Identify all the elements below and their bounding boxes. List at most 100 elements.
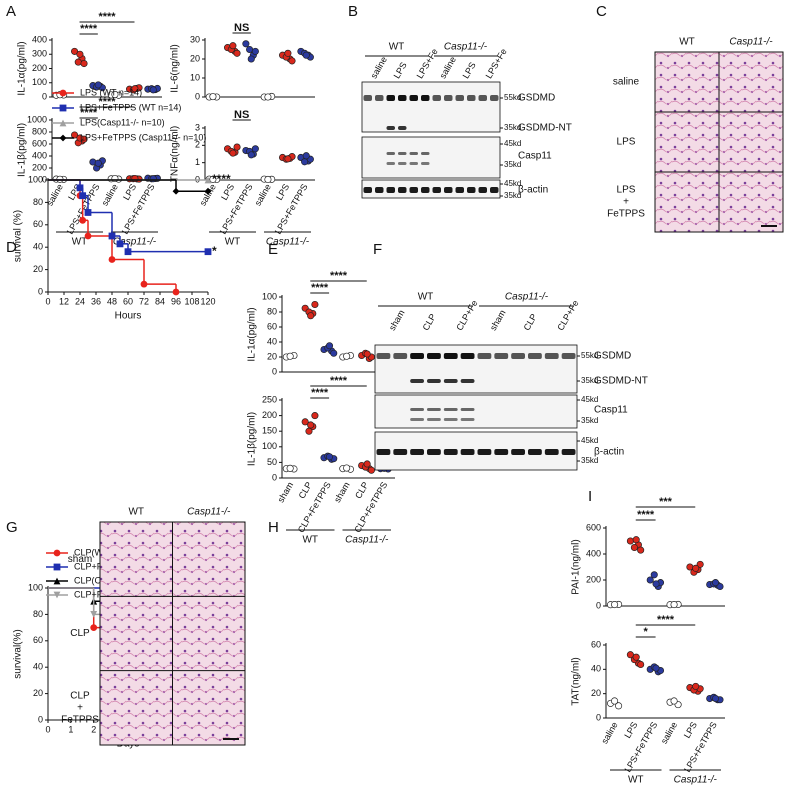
y-axis-label: PAI-1(ng/ml) [571, 539, 582, 594]
band [427, 353, 441, 359]
band [528, 449, 542, 455]
group-label: WT [302, 535, 318, 546]
band [427, 418, 441, 421]
data-point [646, 576, 654, 584]
lane-label: CLP+Fe [454, 298, 479, 332]
legend-marker [59, 104, 67, 112]
significance-label: **** [311, 282, 329, 294]
y-tick-label: 20 [33, 688, 43, 698]
significance-label: **** [330, 375, 348, 387]
y-tick-label: 1000 [27, 114, 47, 124]
band [421, 152, 430, 155]
survival-marker [79, 216, 87, 224]
band [393, 353, 408, 359]
legend-label: LPS+FeTPPS (Casp11-/- n=10) [80, 132, 206, 142]
survival-marker [108, 256, 116, 263]
x-tick-label: CLP [297, 480, 314, 500]
y-tick-label: 0 [596, 712, 601, 722]
band [432, 187, 441, 193]
y-axis-label: TAT(ng/ml) [571, 657, 582, 706]
band [494, 353, 509, 359]
y-tick-label: 100 [28, 174, 43, 184]
data-point [246, 45, 254, 54]
data-point [233, 143, 241, 151]
band [393, 449, 408, 455]
data-point [363, 350, 371, 358]
blot-frame [374, 431, 578, 471]
y-tick-label: 0 [272, 472, 277, 482]
band [561, 353, 576, 359]
data-point [251, 47, 259, 55]
band [444, 187, 453, 193]
group-label: WT [225, 237, 241, 248]
data-point [229, 42, 237, 50]
band [409, 152, 418, 155]
y-tick-label: 200 [32, 63, 47, 73]
lane-label: LPS+Fe [415, 47, 440, 80]
data-point [611, 601, 619, 609]
y-tick-label: 60 [33, 635, 43, 645]
band [427, 449, 441, 455]
survival-marker [172, 288, 180, 296]
band [528, 353, 542, 359]
y-axis-label: IL-6(ng/ml) [170, 44, 181, 92]
band [398, 187, 407, 193]
band [410, 353, 424, 359]
band [427, 379, 441, 383]
band [410, 408, 424, 411]
x-tick-label: saline [599, 720, 619, 745]
data-point [286, 352, 294, 360]
band [443, 418, 458, 421]
data-point [311, 412, 319, 420]
data-point [71, 47, 79, 55]
data-point [284, 49, 292, 57]
data-point [311, 300, 319, 309]
data-point [302, 51, 310, 59]
x-tick-label: LPS [682, 720, 699, 740]
significance-label: * [644, 626, 649, 638]
x-tick-label: 120 [200, 296, 215, 306]
band [460, 418, 475, 421]
data-point [247, 55, 255, 63]
data-point [630, 543, 638, 552]
data-point [670, 697, 678, 705]
data-point [242, 40, 250, 48]
group-label: Casp11-/- [674, 775, 718, 786]
survival-marker [140, 280, 148, 288]
band [460, 408, 475, 411]
legend-marker [53, 563, 61, 571]
band [467, 187, 476, 193]
band [375, 95, 384, 101]
y-tick-label: 30 [190, 34, 200, 44]
band [421, 162, 430, 165]
band [444, 95, 453, 101]
data-point [363, 460, 371, 468]
band [443, 353, 458, 359]
column-label: Casp11-/- [729, 37, 773, 48]
band [443, 379, 458, 383]
data-point [71, 131, 79, 139]
data-point [111, 90, 119, 98]
band [511, 449, 525, 455]
band [386, 187, 395, 193]
survival-marker [108, 232, 116, 240]
data-point [325, 342, 334, 350]
band [477, 353, 492, 359]
data-point [652, 664, 660, 672]
y-tick-label: 40 [33, 242, 43, 252]
band-label: β-actin [518, 185, 548, 196]
band-label: GSDMD-NT [518, 123, 572, 134]
blot-frame [361, 136, 501, 179]
x-tick-label: 60 [123, 296, 133, 306]
y-tick-label: 40 [591, 664, 601, 674]
band [443, 449, 458, 455]
legend-marker [59, 89, 67, 97]
data-point [247, 151, 255, 159]
data-point [94, 81, 102, 89]
band-label: Casp11 [518, 151, 552, 162]
data-point [626, 537, 634, 545]
band [421, 187, 430, 193]
band [427, 408, 441, 411]
data-point [149, 175, 157, 183]
size-marker: 45kd [581, 436, 598, 445]
